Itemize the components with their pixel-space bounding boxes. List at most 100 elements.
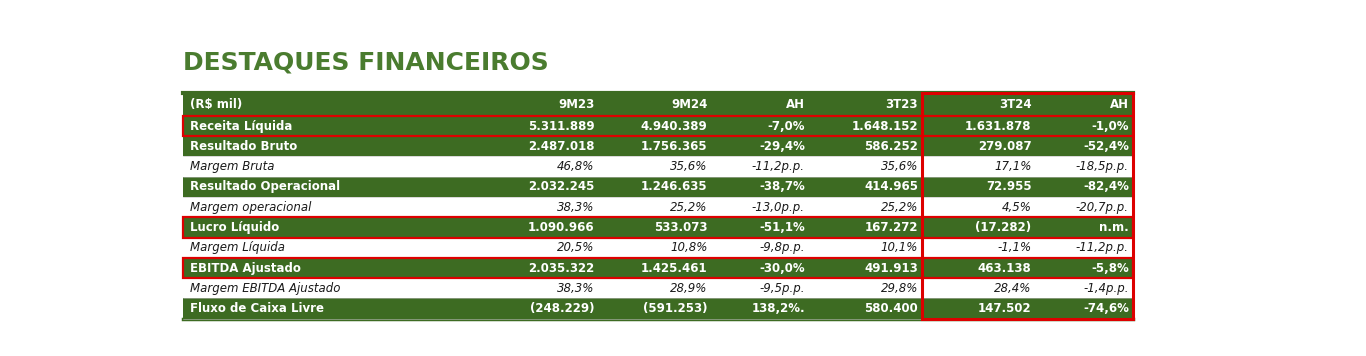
Bar [598,237,712,258]
Text: Margem operacional: Margem operacional [190,201,311,214]
Text: -51,1%: -51,1% [759,221,805,234]
Text: 25,2%: 25,2% [671,201,708,214]
Text: 35,6%: 35,6% [881,160,918,173]
Text: 20,5%: 20,5% [557,241,594,254]
Text: AH: AH [785,98,805,111]
Text: 586.252: 586.252 [865,140,918,153]
Bar [183,258,1132,278]
Bar [1035,258,1132,278]
Text: 10,1%: 10,1% [881,241,918,254]
Text: 463.138: 463.138 [978,262,1031,274]
Text: 9M24: 9M24 [671,98,708,111]
Bar [809,157,922,177]
Bar [598,258,712,278]
Bar [809,278,922,298]
Text: -30,0%: -30,0% [759,262,805,274]
Bar [922,258,1035,278]
Text: 2.487.018: 2.487.018 [527,140,594,153]
Bar [183,197,485,217]
Text: -13,0p.p.: -13,0p.p. [751,201,805,214]
Bar [809,217,922,237]
Text: (591.253): (591.253) [643,302,708,315]
Text: 167.272: 167.272 [865,221,918,234]
Bar [598,278,712,298]
Text: 414.965: 414.965 [865,180,918,193]
Text: 4,5%: 4,5% [1001,201,1031,214]
Text: 1.090.966: 1.090.966 [527,221,594,234]
Bar [183,217,1132,237]
Text: 533.073: 533.073 [654,221,708,234]
Bar [1035,177,1132,197]
Text: (17.282): (17.282) [975,221,1031,234]
Text: 1.246.635: 1.246.635 [641,180,708,193]
Text: 28,4%: 28,4% [994,282,1031,295]
Bar [922,298,1035,319]
Text: 1.756.365: 1.756.365 [641,140,708,153]
Text: 3T24: 3T24 [999,98,1031,111]
Text: 9M23: 9M23 [557,98,594,111]
Bar [485,93,598,116]
Text: 29,8%: 29,8% [881,282,918,295]
Bar [598,136,712,157]
Bar [183,116,485,136]
Text: Resultado Bruto: Resultado Bruto [190,140,296,153]
Text: Fluxo de Caixa Livre: Fluxo de Caixa Livre [190,302,324,315]
Text: EBITDA Ajustado: EBITDA Ajustado [190,262,301,274]
Text: -9,5p.p.: -9,5p.p. [759,282,805,295]
Bar [485,298,598,319]
Bar [485,197,598,217]
Text: -18,5p.p.: -18,5p.p. [1076,160,1128,173]
Text: -20,7p.p.: -20,7p.p. [1076,201,1128,214]
Text: 35,6%: 35,6% [671,160,708,173]
Bar [712,278,809,298]
Text: -1,0%: -1,0% [1091,120,1128,132]
Bar [598,93,712,116]
Text: -82,4%: -82,4% [1083,180,1128,193]
Bar [712,237,809,258]
Bar [712,93,809,116]
Text: 17,1%: 17,1% [994,160,1031,173]
Bar [183,258,485,278]
Text: 580.400: 580.400 [865,302,918,315]
Bar [712,217,809,237]
Text: -74,6%: -74,6% [1083,302,1128,315]
Text: -52,4%: -52,4% [1083,140,1128,153]
Text: (R$ mil): (R$ mil) [190,98,242,111]
Text: 38,3%: 38,3% [557,201,594,214]
Text: 491.913: 491.913 [865,262,918,274]
Bar [183,93,485,116]
Text: 1.648.152: 1.648.152 [851,120,918,132]
Text: Resultado Operacional: Resultado Operacional [190,180,340,193]
Text: 10,8%: 10,8% [671,241,708,254]
Text: 72.955: 72.955 [986,180,1031,193]
Bar [922,157,1035,177]
Bar [922,177,1035,197]
Bar [485,258,598,278]
Bar [922,237,1035,258]
Bar [712,298,809,319]
Text: DESTAQUES FINANCEIROS: DESTAQUES FINANCEIROS [183,51,549,75]
Text: 28,9%: 28,9% [671,282,708,295]
Bar [1035,93,1132,116]
Bar [485,177,598,197]
Bar [598,298,712,319]
Bar [809,237,922,258]
Text: -11,2p.p.: -11,2p.p. [751,160,805,173]
Bar [922,278,1035,298]
Text: 5.311.889: 5.311.889 [527,120,594,132]
Bar [183,177,485,197]
Bar [485,278,598,298]
Text: Margem Líquida: Margem Líquida [190,241,284,254]
Text: 1.631.878: 1.631.878 [964,120,1031,132]
Text: 2.035.322: 2.035.322 [529,262,594,274]
Text: -7,0%: -7,0% [768,120,805,132]
Bar [598,217,712,237]
Bar [809,93,922,116]
Text: -1,1%: -1,1% [997,241,1031,254]
Bar [922,93,1132,319]
Bar [1035,298,1132,319]
Bar [485,237,598,258]
Bar [809,258,922,278]
Text: 2.032.245: 2.032.245 [527,180,594,193]
Text: 147.502: 147.502 [978,302,1031,315]
